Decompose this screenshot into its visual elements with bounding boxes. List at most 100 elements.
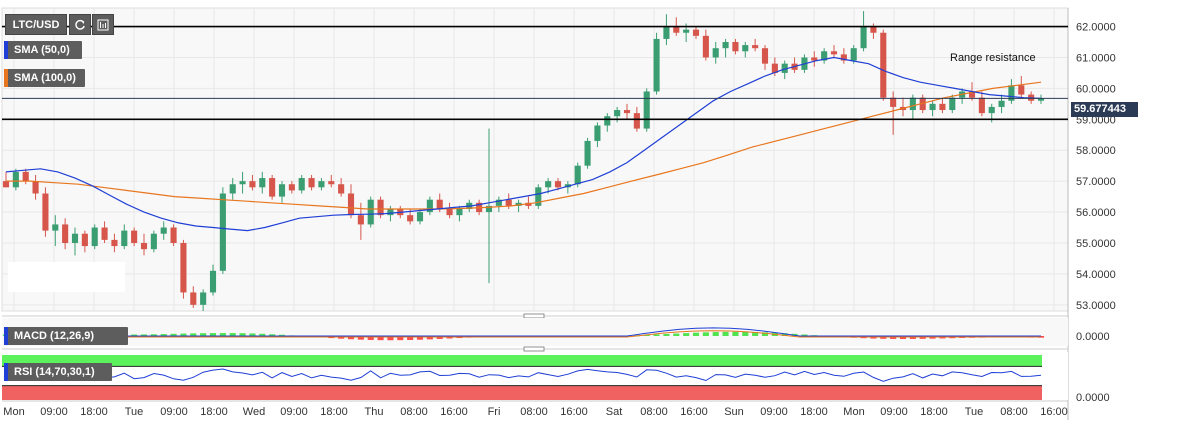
refresh-button[interactable] [69,14,91,35]
time-tick-label: 09:00 [40,406,68,418]
candle-body [850,48,857,61]
time-tick-label: 18:00 [800,406,828,418]
candle-body [712,48,719,58]
time-tick-label: Sat [606,406,623,418]
candle-body [574,165,581,185]
candle-body [811,57,818,61]
macd-histogram-bar [278,334,286,336]
blank-overlay [8,262,125,292]
rsi-oversold-zone [2,385,1042,400]
candle-body [91,227,98,247]
time-tick-label: 09:00 [880,406,908,418]
candle-body [860,26,867,49]
macd-histogram-bar [357,336,364,340]
macd-histogram-bar [180,333,187,336]
candle-body [1037,98,1045,101]
chart-type-button[interactable] [92,14,114,35]
sma100-line [6,81,1042,210]
time-tick-label: 18:00 [920,406,948,418]
candle-body [614,110,621,117]
candle-body [830,51,838,55]
macd-histogram-bar [752,332,759,336]
macd-histogram-bar [160,334,167,336]
macd-histogram-bar [200,333,207,336]
macd-label-text: MACD (12,26,9) [14,330,95,342]
candle-body [131,230,138,243]
sma50-swatch [4,41,8,59]
macd-histogram-bar [209,333,217,336]
macd-histogram-bar [663,334,670,336]
candle-body [909,97,916,111]
price-tick-label: 60.0000 [1076,83,1116,95]
macd-histogram-bar [761,332,769,336]
candle-body [140,242,148,250]
candle-body [121,230,128,247]
time-tick-label: 16:00 [440,406,468,418]
candle-body [328,181,335,185]
candle-body [426,199,433,213]
rsi-resize-handle [523,346,545,352]
macd-histogram-bar [416,336,424,340]
refresh-icon [75,19,85,30]
sma50-label[interactable]: SMA (50,0) [4,41,82,59]
candle-body [929,103,936,111]
candle-body [170,227,177,243]
sma100-swatch [4,69,8,87]
current-price-flag: 59.677443 [1071,102,1138,117]
candle-body [2,181,10,188]
rsi-label[interactable]: RSI (14,70,30,1) [4,363,112,381]
macd-histogram-bar [229,333,236,336]
candle-body [52,224,59,231]
candle-body [387,208,394,216]
candle-body [594,125,601,141]
sma50-label-text: SMA (50,0) [14,44,70,56]
candle-body [722,42,729,49]
candle-body [62,224,69,243]
macd-signal-line [6,330,1041,338]
candle-body [515,202,522,206]
candle-body [229,184,236,194]
macd-panel-bg [2,318,1068,346]
candle-body [446,208,453,216]
candle-body [525,202,532,206]
candle-body [673,26,680,33]
candle-body [269,178,276,197]
candle-body [939,103,946,111]
candle-body [840,54,847,61]
candle-body [663,26,670,39]
time-tick-label: Wed [243,406,265,418]
candle-body [1018,85,1025,95]
candle-body [42,193,49,231]
candle-body [535,187,542,206]
macd-label[interactable]: MACD (12,26,9) [4,327,128,345]
time-tick-label: 09:00 [160,406,188,418]
candle-body [357,215,364,225]
macd-histogram-bar [781,333,788,336]
rsi-overbought-zone [2,355,1042,367]
macd-histogram-bar [673,333,680,336]
range-resistance-annotation: Range resistance [950,52,1036,64]
time-tick-label: 18:00 [80,406,108,418]
candle-body [209,270,217,293]
time-tick-label: 08:00 [400,406,428,418]
candle-body [761,48,769,64]
time-tick-label: 16:00 [680,406,708,418]
candle-body [190,292,197,305]
candle-body [880,32,887,98]
candle-body [71,233,79,243]
rsi-swatch [4,363,8,381]
macd-histogram-bar [742,331,749,336]
symbol-button[interactable]: LTC/USD [5,14,67,35]
macd-histogram-bar [407,336,414,340]
candle-body [821,51,828,61]
macd-histogram-bar [387,336,394,341]
candle-body [554,181,562,188]
candle-body [752,45,759,49]
candle-body [288,184,295,191]
candle-body [781,63,788,73]
candle-body [1008,85,1015,101]
macd-histogram-bar [249,333,256,336]
sma100-label[interactable]: SMA (100,0) [4,69,85,87]
candle-body [495,199,502,206]
